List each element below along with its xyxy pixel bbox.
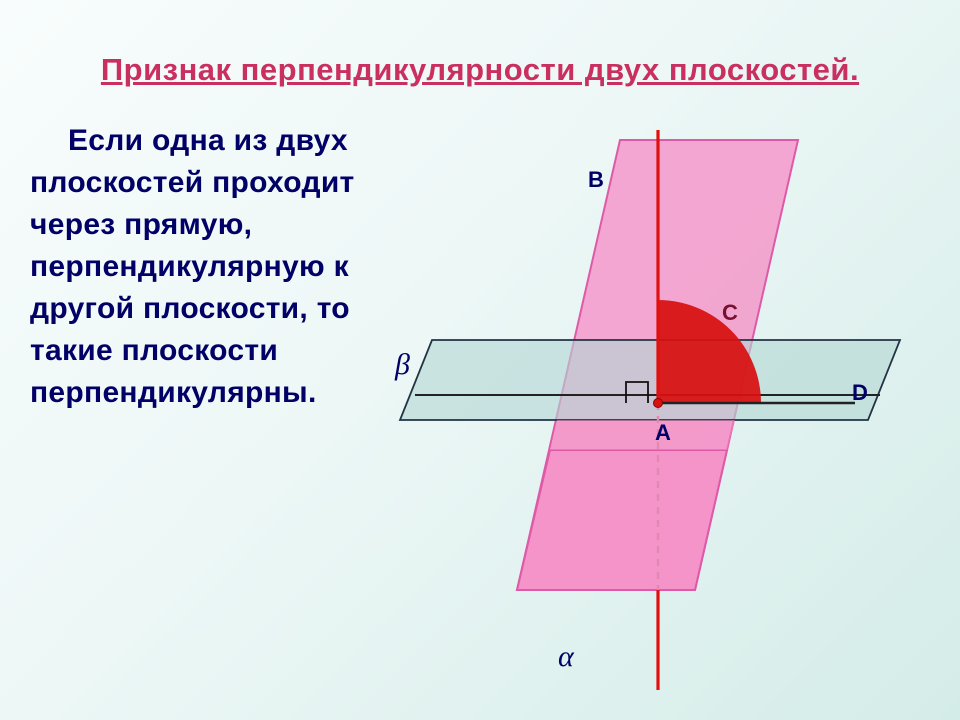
label-C: C bbox=[722, 300, 738, 326]
slide-title: Признак перпендикулярности двух плоскост… bbox=[40, 52, 920, 88]
theorem-text: Если одна из двух плоскостей проходит че… bbox=[30, 120, 390, 414]
label-alpha: α bbox=[558, 640, 574, 674]
label-beta: β bbox=[395, 348, 410, 382]
label-D: D bbox=[852, 380, 868, 406]
label-A: A bbox=[655, 420, 671, 446]
geometry-svg bbox=[370, 130, 930, 690]
diagram bbox=[370, 130, 930, 690]
label-B: B bbox=[588, 167, 604, 193]
